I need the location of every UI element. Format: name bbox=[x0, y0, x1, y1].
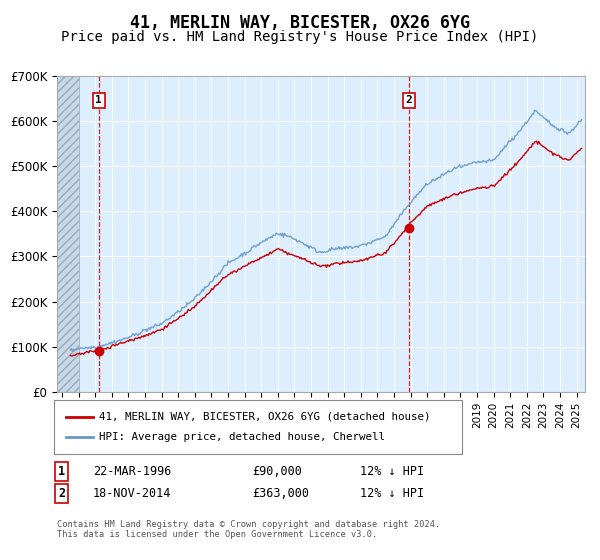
Bar bbox=[57, 76, 79, 392]
Text: £90,000: £90,000 bbox=[252, 465, 302, 478]
Text: 2: 2 bbox=[406, 95, 412, 105]
Text: 1: 1 bbox=[58, 465, 65, 478]
Text: 12% ↓ HPI: 12% ↓ HPI bbox=[360, 465, 424, 478]
Text: 41, MERLIN WAY, BICESTER, OX26 6YG (detached house): 41, MERLIN WAY, BICESTER, OX26 6YG (deta… bbox=[99, 412, 431, 422]
Text: Price paid vs. HM Land Registry's House Price Index (HPI): Price paid vs. HM Land Registry's House … bbox=[61, 30, 539, 44]
Text: 2: 2 bbox=[58, 487, 65, 501]
Text: 41, MERLIN WAY, BICESTER, OX26 6YG: 41, MERLIN WAY, BICESTER, OX26 6YG bbox=[130, 14, 470, 32]
Text: HPI: Average price, detached house, Cherwell: HPI: Average price, detached house, Cher… bbox=[99, 432, 385, 442]
Text: 12% ↓ HPI: 12% ↓ HPI bbox=[360, 487, 424, 501]
Text: £363,000: £363,000 bbox=[252, 487, 309, 501]
Text: 1: 1 bbox=[95, 95, 102, 105]
Text: 22-MAR-1996: 22-MAR-1996 bbox=[93, 465, 172, 478]
Text: Contains HM Land Registry data © Crown copyright and database right 2024.
This d: Contains HM Land Registry data © Crown c… bbox=[57, 520, 440, 539]
Text: 18-NOV-2014: 18-NOV-2014 bbox=[93, 487, 172, 501]
